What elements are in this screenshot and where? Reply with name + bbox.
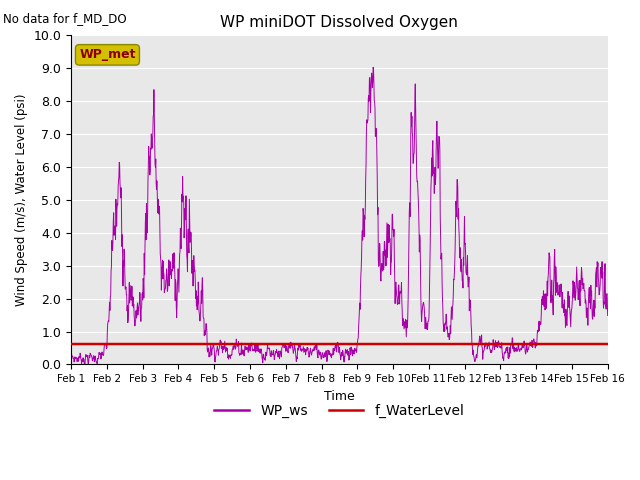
X-axis label: Time: Time: [324, 390, 355, 403]
Y-axis label: Wind Speed (m/s), Water Level (psi): Wind Speed (m/s), Water Level (psi): [15, 94, 28, 306]
Legend: WP_ws, f_WaterLevel: WP_ws, f_WaterLevel: [209, 398, 470, 423]
Title: WP miniDOT Dissolved Oxygen: WP miniDOT Dissolved Oxygen: [220, 15, 458, 30]
Text: WP_met: WP_met: [79, 48, 136, 61]
Text: No data for f_MD_DO: No data for f_MD_DO: [3, 12, 127, 25]
